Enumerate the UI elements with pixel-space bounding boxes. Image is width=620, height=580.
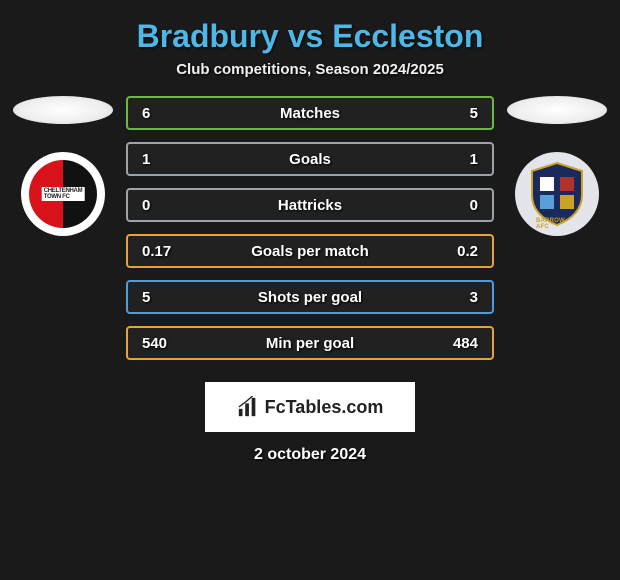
- stat-right-value: 0: [470, 197, 478, 214]
- stat-left-value: 6: [142, 105, 150, 122]
- stat-label: Goals per match: [251, 243, 369, 260]
- left-player-column: CHELTENHAM TOWN FC: [8, 96, 118, 236]
- stat-row: 540 Min per goal 484: [126, 326, 494, 360]
- left-club-crest: CHELTENHAM TOWN FC: [21, 152, 105, 236]
- stat-row: 6 Matches 5: [126, 96, 494, 130]
- stat-label: Hattricks: [278, 197, 342, 214]
- stat-row: 5 Shots per goal 3: [126, 280, 494, 314]
- stat-label: Matches: [280, 105, 340, 122]
- stat-left-value: 0: [142, 197, 150, 214]
- stat-left-value: 0.17: [142, 243, 171, 260]
- stat-label: Goals: [289, 151, 331, 168]
- brand-text: FcTables.com: [265, 397, 384, 418]
- main-row: CHELTENHAM TOWN FC 6 Matches 5 1 Goals 1 0 Hatt…: [0, 96, 620, 360]
- left-crest-label: CHELTENHAM TOWN FC: [42, 187, 85, 201]
- stat-right-value: 5: [470, 105, 478, 122]
- stat-left-value: 5: [142, 289, 150, 306]
- stat-row: 1 Goals 1: [126, 142, 494, 176]
- stats-table: 6 Matches 5 1 Goals 1 0 Hattricks 0 0.17 Goals per…: [126, 96, 494, 360]
- right-club-crest: BARROW AFC: [515, 152, 599, 236]
- right-player-column: BARROW AFC: [502, 96, 612, 236]
- stat-label: Shots per goal: [258, 289, 362, 306]
- stat-left-value: 1: [142, 151, 150, 168]
- stat-row: 0.17 Goals per match 0.2: [126, 234, 494, 268]
- right-crest-label: BARROW AFC: [536, 218, 578, 230]
- stat-right-value: 3: [470, 289, 478, 306]
- brand-badge[interactable]: FcTables.com: [205, 382, 415, 432]
- subtitle: Club competitions, Season 2024/2025: [0, 61, 620, 78]
- stat-right-value: 484: [453, 335, 478, 352]
- stat-left-value: 540: [142, 335, 167, 352]
- bar-chart-icon: [237, 396, 259, 418]
- stat-label: Min per goal: [266, 335, 354, 352]
- date-label: 2 october 2024: [0, 446, 620, 464]
- infographic-root: Bradbury vs Eccleston Club competitions,…: [0, 0, 620, 474]
- left-player-placeholder: [13, 96, 113, 124]
- page-title: Bradbury vs Eccleston: [0, 18, 620, 55]
- right-player-placeholder: [507, 96, 607, 124]
- stat-right-value: 1: [470, 151, 478, 168]
- stat-row: 0 Hattricks 0: [126, 188, 494, 222]
- stat-right-value: 0.2: [457, 243, 478, 260]
